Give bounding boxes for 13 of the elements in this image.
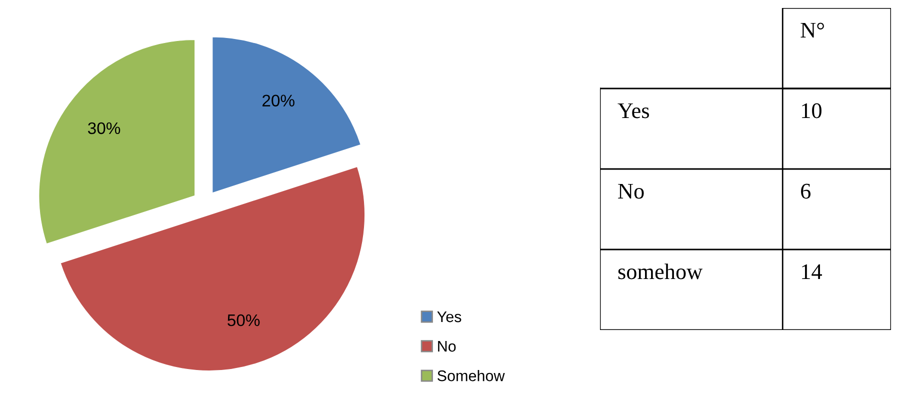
legend-label: Somehow <box>438 370 505 382</box>
category-label: Yes <box>618 103 649 118</box>
data-label: 20% <box>262 94 294 107</box>
data-label: 50% <box>228 314 260 326</box>
text: N° <box>800 22 824 38</box>
data-label: 30% <box>88 122 120 134</box>
data-label: 6 <box>801 184 811 199</box>
data-label: 10 <box>802 103 822 118</box>
legend-label: No <box>438 341 456 352</box>
data-label: 14 <box>802 264 822 279</box>
legend-label: Yes <box>437 312 462 322</box>
category-label: No <box>618 184 644 199</box>
category-label: somehow <box>618 264 703 280</box>
